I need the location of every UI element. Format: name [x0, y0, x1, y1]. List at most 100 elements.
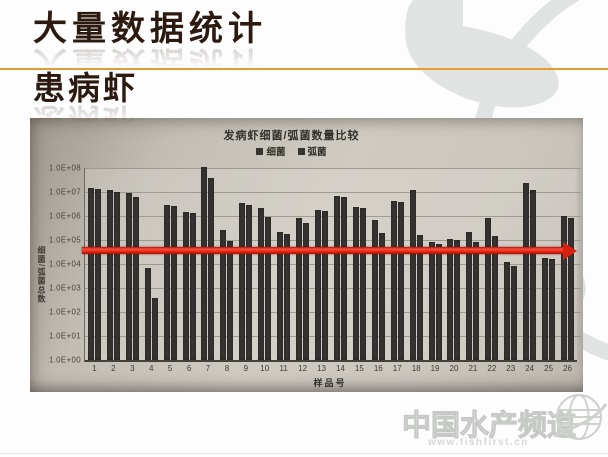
- bar-细菌: [523, 182, 530, 360]
- bar-细菌: [447, 239, 454, 360]
- bar-group: 11: [274, 168, 293, 373]
- x-tick-label: 20: [449, 364, 459, 373]
- x-tick-label: 23: [506, 364, 516, 373]
- gridline: [85, 240, 581, 241]
- bar-弧菌: [113, 192, 120, 360]
- bar-group: 20: [445, 168, 464, 373]
- bar-细菌: [333, 195, 340, 360]
- bar-细菌: [106, 190, 113, 360]
- y-tick-label: 1.0E+00: [48, 355, 81, 365]
- title-block-1: 大量数据统计 大量数据统计: [33, 10, 267, 82]
- bar-细菌: [371, 219, 378, 360]
- bar-group: 26: [558, 168, 577, 373]
- accent-divider-line: [0, 68, 608, 70]
- bar-弧菌: [511, 266, 518, 360]
- bar-弧菌: [397, 201, 404, 360]
- bar-细菌: [201, 167, 208, 360]
- x-tick-label: 14: [336, 364, 345, 373]
- bar-弧菌: [227, 241, 234, 360]
- gridline: [85, 264, 581, 265]
- subtitle: 患病虾: [33, 70, 139, 106]
- bar-细菌: [561, 216, 568, 360]
- y-tick-label: 1.0E+03: [48, 283, 81, 293]
- x-tick-label: 26: [563, 364, 572, 373]
- y-tick-label: 1.0E+01: [48, 331, 81, 341]
- bar-细菌: [390, 200, 397, 360]
- bar-细菌: [485, 218, 492, 360]
- bacteria-swatch-icon: [256, 147, 264, 155]
- bar-group: 15: [350, 168, 369, 373]
- bar-group: 12: [293, 168, 312, 373]
- watermark-brand: 中国水产频道: [401, 410, 577, 443]
- bar-细菌: [220, 230, 227, 360]
- bar-group: 5: [161, 168, 180, 373]
- legend-item-bacteria: 细菌: [256, 144, 286, 158]
- arrowhead-icon: [563, 241, 577, 260]
- x-tick-label: 9: [243, 364, 249, 373]
- y-tick-label: 1.0E+05: [48, 235, 81, 245]
- bar-弧菌: [568, 218, 575, 360]
- legend-label-bacteria: 细菌: [266, 147, 286, 158]
- x-tick-label: 8: [224, 364, 230, 373]
- bar-细菌: [125, 193, 132, 360]
- bar-细菌: [409, 190, 416, 360]
- x-tick-label: 13: [317, 364, 326, 373]
- bar-细菌: [258, 207, 265, 360]
- bar-group: 19: [426, 168, 445, 373]
- x-tick-label: 25: [544, 364, 554, 373]
- bar-弧菌: [359, 207, 366, 360]
- bar-细菌: [428, 242, 435, 360]
- bar-group: 13: [312, 168, 331, 373]
- x-axis-title: 样品号: [313, 378, 347, 388]
- bar-弧菌: [170, 206, 177, 360]
- bar-细菌: [182, 211, 189, 360]
- bar-group: 23: [501, 168, 520, 373]
- bar-细菌: [315, 209, 322, 360]
- bar-group: 2: [104, 168, 123, 373]
- legend-label-vibrio: 弧菌: [307, 147, 327, 158]
- y-tick-label: 1.0E+08: [48, 163, 81, 173]
- subtitle-reflection: 患病虾: [33, 101, 139, 138]
- bar-弧菌: [530, 190, 537, 360]
- x-tick-label: 17: [392, 364, 402, 373]
- chart-legend: 细菌 弧菌: [30, 144, 553, 158]
- plot-area: 1.0E+08 1.0E+07 1.0E+06 1.0E+05 1.0E+04 1.0E+…: [49, 164, 581, 373]
- legend-item-vibrio: 弧菌: [297, 144, 327, 158]
- bar-弧菌: [435, 243, 442, 360]
- watermark: 中国水产频道 www.fishfirst.cn: [398, 394, 608, 454]
- bar-弧菌: [208, 177, 215, 360]
- title-block-2: 患病虾 患病虾: [33, 70, 138, 138]
- bar-细菌: [87, 187, 94, 360]
- globe-icon: [553, 394, 608, 440]
- gridline: [85, 288, 581, 289]
- bar-细菌: [542, 257, 549, 360]
- bar-group: 24: [520, 168, 539, 373]
- red-threshold-arrow: [82, 241, 577, 260]
- bar-细菌: [504, 262, 511, 360]
- bar-细菌: [277, 231, 284, 360]
- x-tick-label: 22: [487, 364, 497, 373]
- gridline: [85, 168, 581, 169]
- x-tick-label: 7: [205, 364, 211, 373]
- slide-bottom-edge: [0, 453, 608, 454]
- bar-弧菌: [340, 197, 347, 360]
- bar-group: 14: [331, 168, 350, 373]
- bar-group: 22: [482, 168, 501, 373]
- bar-弧菌: [284, 233, 291, 360]
- x-tick-label: 2: [111, 364, 116, 373]
- bar-group: 21: [463, 168, 482, 373]
- bar-细菌: [296, 218, 303, 360]
- bar-弧菌: [322, 211, 329, 360]
- bar-group: 1: [85, 168, 104, 373]
- bar-group: 9: [236, 168, 255, 373]
- bar-group: 25: [539, 168, 558, 373]
- x-tick-label: 5: [167, 364, 173, 373]
- vibrio-swatch-icon: [297, 147, 305, 155]
- bar-group: 3: [123, 168, 142, 373]
- x-tick-label: 16: [373, 364, 383, 373]
- x-tick-label: 15: [354, 364, 364, 373]
- bar-group: 4: [142, 168, 161, 373]
- watermark-url: www.fishfirst.cn: [428, 437, 529, 448]
- y-axis-title: 细菌/弧菌总数: [37, 246, 46, 304]
